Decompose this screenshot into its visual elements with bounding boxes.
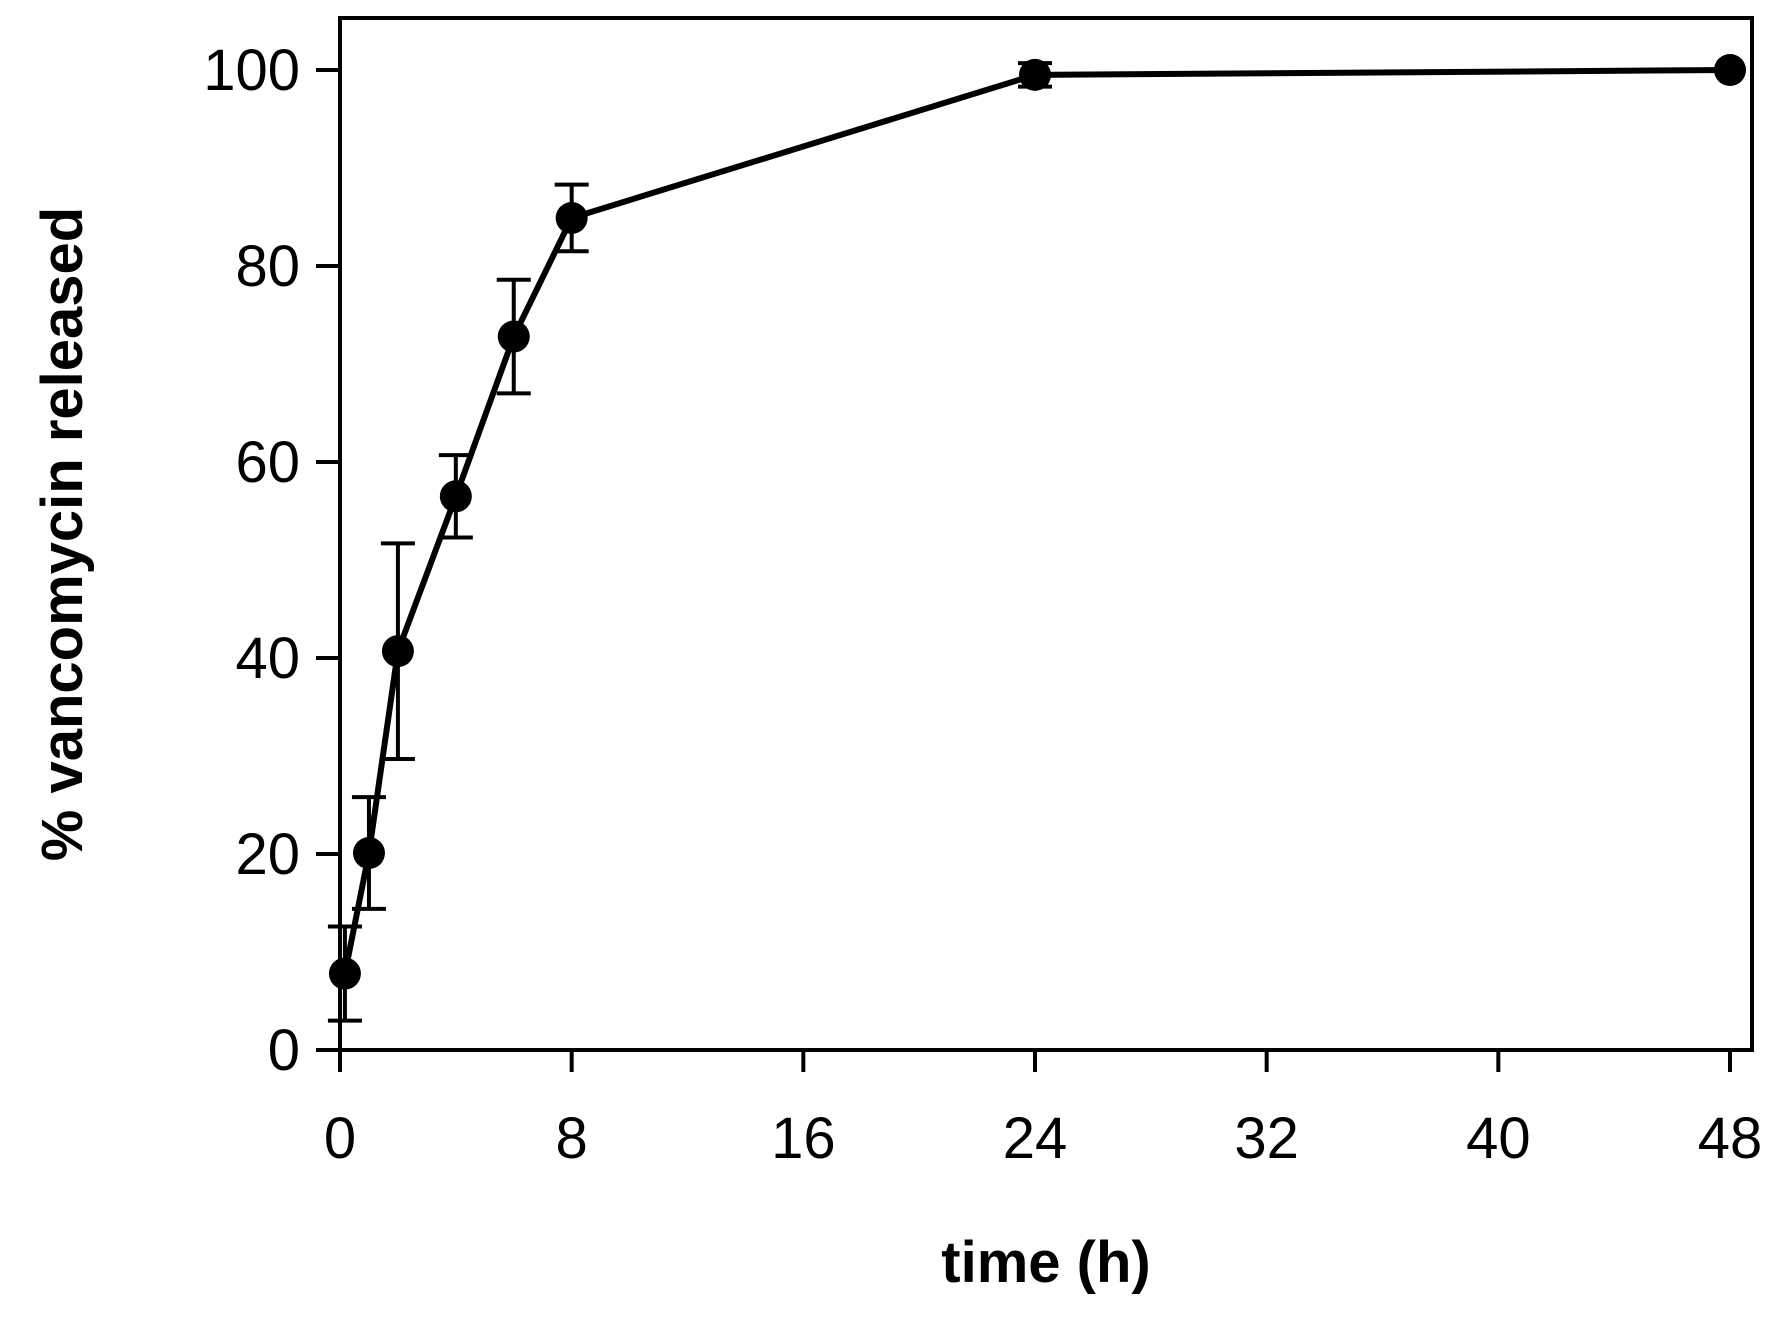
data-point — [439, 480, 472, 513]
x-tick-label: 32 — [1234, 1106, 1299, 1171]
data-point — [381, 635, 414, 668]
y-axis-title: % vancomycin released — [30, 207, 95, 861]
data-point — [352, 837, 385, 870]
x-tick-label: 40 — [1466, 1106, 1531, 1171]
y-axis: 0 20 40 60 80 100 — [203, 38, 340, 1083]
data-point — [1714, 54, 1746, 86]
x-tick-label: 0 — [324, 1106, 356, 1171]
data-point — [1019, 58, 1051, 91]
y-tick-label: 40 — [235, 626, 300, 691]
data-point — [555, 201, 588, 234]
x-axis: 0 8 16 24 32 40 48 — [324, 1050, 1762, 1171]
y-tick-label: 100 — [203, 38, 300, 103]
data-point — [328, 957, 361, 990]
y-tick-label: 80 — [235, 234, 300, 299]
series-line — [341, 67, 1731, 975]
plot-frame — [338, 16, 1754, 1052]
y-tick-label: 20 — [235, 822, 300, 887]
x-tick-label: 8 — [556, 1106, 588, 1171]
x-tick-label: 16 — [771, 1106, 836, 1171]
x-tick-label: 48 — [1698, 1106, 1763, 1171]
y-tick-label: 60 — [235, 430, 300, 495]
y-tick-label: 0 — [268, 1018, 300, 1083]
x-axis-title: time (h) — [941, 1230, 1150, 1295]
series-group — [327, 54, 1746, 1023]
x-tick-label: 24 — [1003, 1106, 1068, 1171]
data-point — [497, 320, 530, 353]
